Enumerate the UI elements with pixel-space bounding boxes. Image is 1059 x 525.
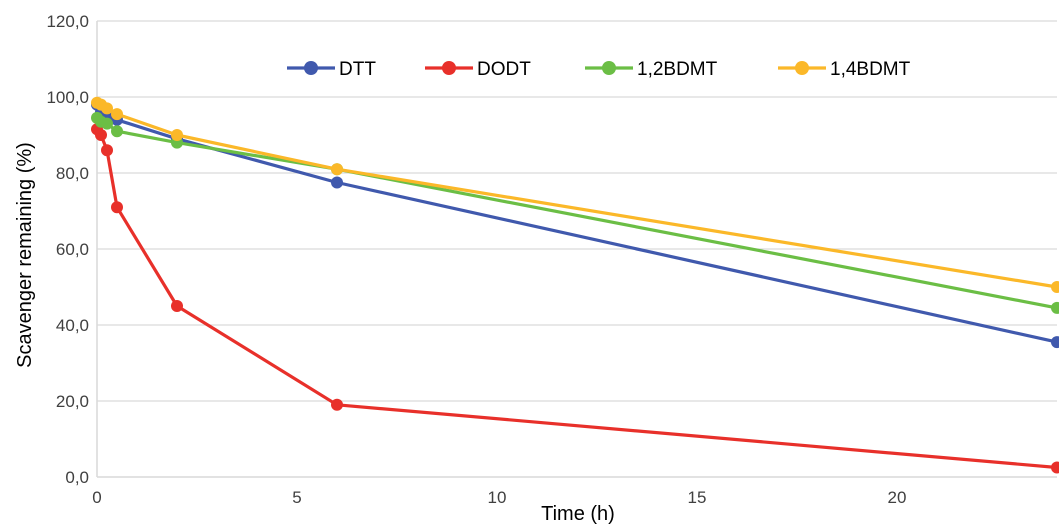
data-point xyxy=(331,163,343,176)
data-point xyxy=(101,117,113,130)
data-point xyxy=(171,300,183,312)
data-point xyxy=(331,398,343,411)
legend-swatch-marker xyxy=(602,61,616,75)
y-tick-label: 120,0 xyxy=(46,12,89,31)
y-tick-label: 60,0 xyxy=(56,240,89,259)
data-point xyxy=(1051,336,1059,349)
tick-labels: 0,0 20,0 40,0 60,0 80,0 100,0 120,0 0 5 10 15 20 xyxy=(46,12,906,507)
legend-item: 1,4BDMT xyxy=(778,59,911,80)
series-line xyxy=(96,101,1058,289)
series-lines xyxy=(91,96,1059,474)
legend-swatch-marker xyxy=(442,61,456,75)
x-tick-label: 0 xyxy=(92,488,101,507)
data-point xyxy=(111,125,123,138)
legend-item: DODT xyxy=(425,59,531,80)
data-point xyxy=(101,144,113,157)
data-point xyxy=(101,102,113,115)
series-line xyxy=(95,128,1058,470)
legend: DTT DODT 1,2BDMT 1,4BDMT xyxy=(287,59,911,80)
series-1-2bdmt xyxy=(91,111,1059,314)
x-tick-label: 15 xyxy=(688,488,707,507)
x-axis-title: Time (h) xyxy=(541,503,615,525)
data-point xyxy=(111,108,123,121)
series-line xyxy=(95,116,1058,310)
legend-label: 1,4BDMT xyxy=(830,59,911,80)
y-tick-label: 40,0 xyxy=(56,316,89,335)
x-tick-label: 10 xyxy=(488,488,507,507)
y-tick-label: 20,0 xyxy=(56,392,89,411)
legend-label: DODT xyxy=(477,59,531,80)
legend-swatch-marker xyxy=(795,61,809,75)
series-dtt xyxy=(91,98,1059,349)
x-tick-label: 5 xyxy=(292,488,301,507)
series-1-4bdmt xyxy=(91,96,1059,293)
legend-label: DTT xyxy=(339,59,376,80)
data-point xyxy=(1051,281,1059,293)
y-tick-label: 100,0 xyxy=(46,88,89,107)
y-tick-label: 80,0 xyxy=(56,164,89,183)
data-point xyxy=(1051,461,1059,474)
legend-swatch-marker xyxy=(304,61,318,75)
y-tick-label: 0,0 xyxy=(65,468,89,487)
x-tick-label: 20 xyxy=(888,488,907,507)
data-point xyxy=(331,176,343,189)
data-point xyxy=(95,129,107,141)
legend-item: 1,2BDMT xyxy=(585,59,718,80)
data-point xyxy=(111,201,123,214)
series-line xyxy=(95,103,1058,344)
series-dodt xyxy=(91,123,1059,474)
gridlines xyxy=(97,20,1057,402)
data-point xyxy=(1051,301,1059,314)
y-axis-title: Scavenger remaining (%) xyxy=(14,142,36,368)
data-point xyxy=(171,129,183,141)
legend-label: 1,2BDMT xyxy=(637,59,718,80)
legend-item: DTT xyxy=(287,59,376,80)
